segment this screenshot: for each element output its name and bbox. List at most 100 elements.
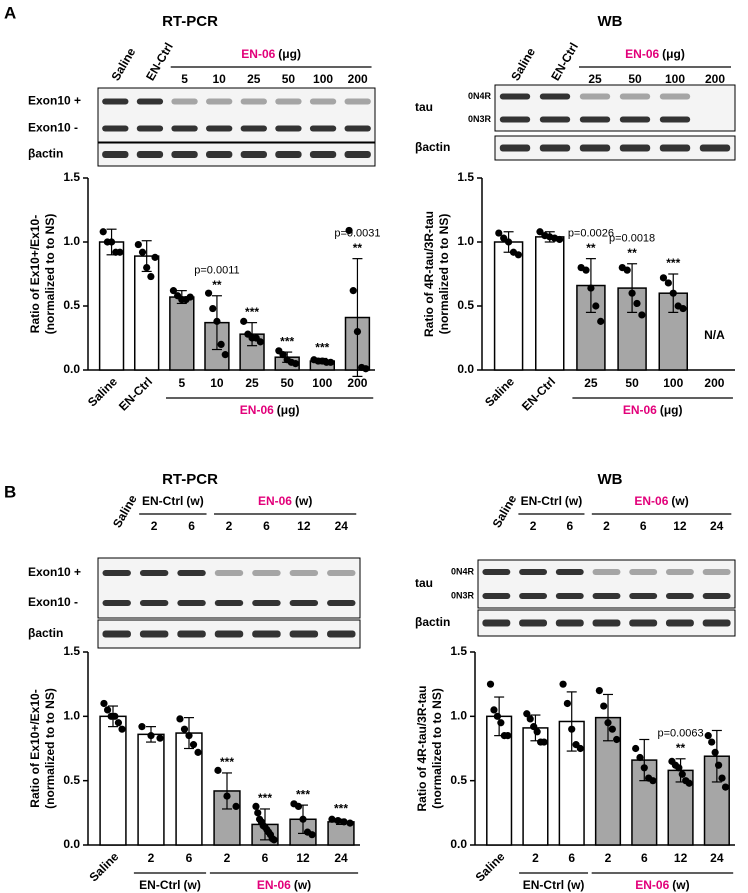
data-point <box>151 253 159 261</box>
group-unit: (w) <box>294 878 311 892</box>
blot-band <box>289 630 319 638</box>
x-tick-label: 2 <box>532 851 539 865</box>
blot-band <box>252 630 281 638</box>
blot-band <box>555 593 584 599</box>
lane-label: Saline <box>490 492 520 530</box>
blot-band <box>665 593 694 599</box>
significance: ** <box>627 246 637 260</box>
p-value: p=0.0031 <box>334 228 380 240</box>
blot-band <box>579 144 611 152</box>
blot-frame <box>97 87 376 143</box>
data-point <box>638 311 646 319</box>
data-point <box>536 228 544 236</box>
blot-band <box>702 619 731 627</box>
blot-band <box>499 116 531 123</box>
y-axis-label: (normalized to to NS) <box>430 688 444 809</box>
data-point <box>299 815 307 823</box>
panel-letter: B <box>4 482 16 501</box>
data-point <box>100 699 108 708</box>
x-tick-label: 200 <box>347 376 367 390</box>
blot-band <box>619 144 651 152</box>
lane-label: 12 <box>673 519 687 533</box>
y-tick-label: 1.5 <box>450 644 467 658</box>
blot-band <box>629 619 658 627</box>
blot-band <box>309 98 337 105</box>
data-point <box>576 744 584 753</box>
group-label: EN-Ctrl (w) <box>139 878 201 892</box>
lane-label: 50 <box>628 72 642 86</box>
blot-band <box>102 570 131 576</box>
x-tick-label: Saline <box>85 374 120 409</box>
data-point <box>345 226 353 235</box>
bar <box>98 241 125 371</box>
group-label: EN-06 (w) <box>258 494 312 508</box>
group-name: EN-Ctrl <box>523 878 564 892</box>
group-unit: (w) <box>184 878 201 892</box>
data-point <box>613 735 621 744</box>
data-point <box>334 816 342 825</box>
blot-band <box>214 630 244 638</box>
bar <box>99 715 127 846</box>
data-point <box>362 365 370 373</box>
data-point <box>540 738 548 746</box>
data-point <box>186 293 194 301</box>
x-tick-label: EN-Ctrl <box>519 374 558 413</box>
data-point <box>256 338 265 346</box>
blot-band <box>702 569 731 575</box>
lane-label: EN-Ctrl <box>548 40 581 83</box>
blot-band <box>139 570 169 576</box>
blot-row-label: 0N4R <box>468 91 492 101</box>
data-point <box>514 251 522 259</box>
y-tick-label: 0.5 <box>63 773 80 787</box>
significance: *** <box>666 256 680 270</box>
data-point <box>595 687 603 695</box>
data-point <box>103 706 112 714</box>
group-label: EN-06 (w) <box>257 878 311 892</box>
y-axis-label: (normalized to to NS) <box>43 688 57 809</box>
panel-letter: A <box>4 3 16 22</box>
x-tick-label: 2 <box>224 851 231 865</box>
data-point <box>223 792 231 800</box>
data-point <box>592 302 600 310</box>
data-point <box>640 764 648 772</box>
blot-band <box>171 125 198 132</box>
blot-band <box>592 619 621 627</box>
blot-row-label: 0N3R <box>451 590 475 600</box>
significance: ** <box>586 241 596 255</box>
blot-band <box>629 593 658 599</box>
data-point <box>294 802 303 811</box>
blot-band <box>519 593 548 599</box>
data-point <box>718 774 726 782</box>
blot-band <box>539 93 571 100</box>
blot-band <box>206 98 233 105</box>
lane-label: 24 <box>335 519 349 533</box>
data-point <box>252 802 260 811</box>
data-point <box>486 680 495 688</box>
lane-label: 6 <box>566 519 573 533</box>
blot-band <box>102 630 131 638</box>
x-tick-label: 2 <box>605 851 612 865</box>
chart-title: WB <box>598 13 623 30</box>
missing-label: N/A <box>704 328 725 342</box>
blot-band <box>102 600 131 606</box>
group-name: EN-Ctrl <box>139 878 180 892</box>
y-axis-label: Ratio of 4R-tau/3R-tau <box>415 686 429 812</box>
data-point <box>308 831 316 839</box>
data-point <box>526 715 534 723</box>
blot-band <box>206 125 233 132</box>
data-point <box>213 317 221 325</box>
blot-band <box>177 630 206 638</box>
blot-band <box>519 569 548 575</box>
group-name: EN-Ctrl <box>521 494 562 508</box>
data-point <box>138 723 146 731</box>
group-unit: (w) <box>565 494 582 508</box>
y-tick-label: 0.0 <box>457 362 474 376</box>
lane-label: 6 <box>263 519 270 533</box>
data-point <box>328 815 336 823</box>
group-name: EN-06 <box>241 47 275 61</box>
blot-band <box>309 125 337 132</box>
data-point <box>597 317 605 325</box>
data-point <box>632 744 640 753</box>
blot-band <box>171 98 198 105</box>
blot-protein-label: tau <box>415 576 433 590</box>
